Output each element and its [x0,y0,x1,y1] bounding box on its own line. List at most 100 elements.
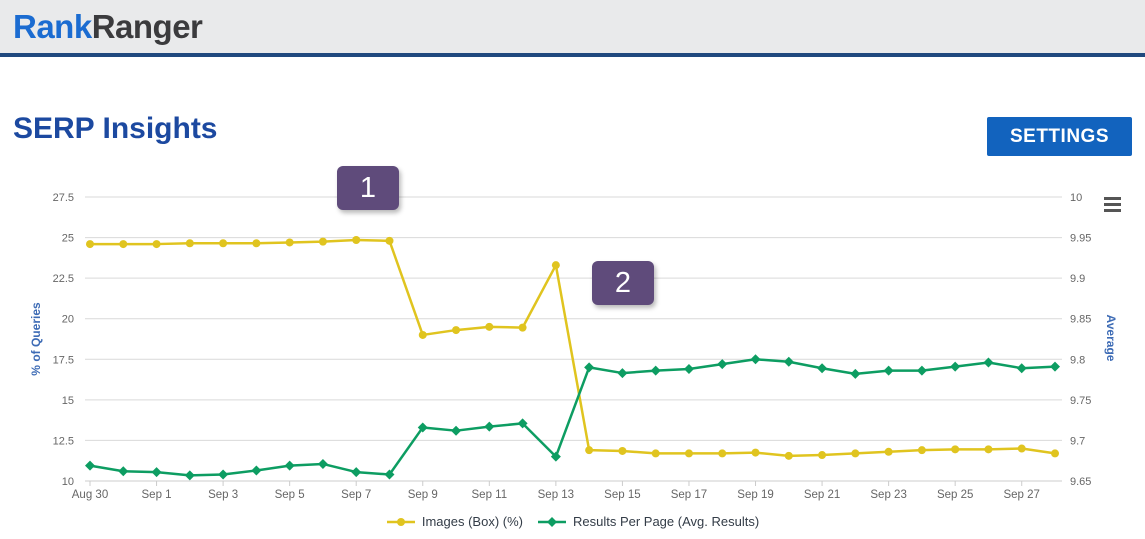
data-point-circle [252,239,261,248]
data-point-diamond [184,470,195,481]
data-point-circle [518,323,527,332]
left-axis-tick-label: 25 [62,233,74,245]
data-point-circle [352,236,361,245]
data-point-circle [984,445,993,454]
data-point-circle [684,449,693,458]
chart-legend: Images (Box) (%) Results Per Page (Avg. … [0,514,1145,529]
right-axis-title: Average [1104,315,1118,362]
data-point-circle [618,446,627,455]
x-axis-tick-label: Sep 1 [142,489,172,501]
data-point-circle [219,239,228,248]
data-point-diamond [850,368,861,379]
series-line-1 [88,358,1057,477]
data-point-circle [784,451,793,460]
data-point-diamond [1016,363,1027,374]
data-point-diamond [717,359,728,370]
right-axis-tick-label: 9.8 [1070,354,1085,366]
left-axis-tick-label: 12.5 [53,435,74,447]
data-point-circle [318,237,327,246]
data-point-circle [585,446,594,455]
x-axis-tick-label: Sep 9 [408,489,438,501]
chart-canvas: 27.5 10 25 9.95 22.5 9.9 20 9.85 17.5 9.8 15 9.75 12… [29,192,1118,501]
data-point-diamond [883,365,894,376]
data-point-diamond [351,467,362,478]
right-axis-tick-label: 9.95 [1070,233,1091,245]
page-title: SERP Insights [13,112,218,145]
data-point-circle [751,448,760,457]
data-point-diamond [950,361,961,372]
x-axis-tick-label: Sep 21 [804,489,840,501]
right-axis-tick-label: 9.9 [1070,273,1085,285]
data-point-diamond [85,460,95,471]
data-point-diamond [484,421,495,432]
data-point-diamond [284,460,295,471]
data-point-diamond [817,363,828,374]
annotation-2-label: 2 [614,266,632,299]
data-point-diamond [251,465,262,476]
data-point-diamond [451,425,462,436]
data-point-circle [951,445,960,454]
data-point-diamond [550,451,561,462]
data-point-circle [385,236,394,245]
x-axis-tick-label: Sep 19 [737,489,773,501]
left-axis-tick-label: 22.5 [53,273,74,285]
data-point-circle [884,447,893,456]
data-point-circle [152,240,161,249]
data-point-diamond [1050,361,1060,372]
data-point-diamond [151,467,162,478]
data-point-diamond [317,458,328,469]
data-point-diamond [617,368,628,379]
annotation-marker-1: 1 [337,166,399,210]
data-point-diamond [783,356,794,367]
data-point-diamond [517,418,528,429]
serp-insights-chart: 27.5 10 25 9.95 22.5 9.9 20 9.85 17.5 9.8 15 9.75 12… [0,160,1145,539]
legend-item-images-box[interactable]: Images (Box) (%) [386,514,523,529]
data-point-diamond [916,365,927,376]
series-line-0 [88,238,1057,458]
left-axis-title: % of Queries [29,302,43,376]
x-axis-tick-label: Sep 3 [208,489,238,501]
data-point-diamond [384,469,395,480]
data-point-circle [818,451,827,460]
x-axis-tick-label: Aug 30 [72,489,108,501]
right-axis-tick-label: 9.85 [1070,314,1091,326]
left-axis-tick-label: 15 [62,395,74,407]
logo-text-ranger: Ranger [91,8,203,45]
hamburger-menu-icon[interactable] [1104,197,1121,212]
legend-label-images-box: Images (Box) (%) [421,514,523,529]
data-point-circle [452,326,461,335]
data-point-diamond [417,422,428,433]
x-axis-tick-label: Sep 7 [341,489,371,501]
rankranger-logo[interactable]: RankRanger [13,8,203,46]
x-axis-tick-label: Sep 5 [275,489,305,501]
settings-button[interactable]: SETTINGS [987,117,1132,156]
data-point-diamond [683,364,694,375]
legend-item-results-per-page[interactable]: Results Per Page (Avg. Results) [537,514,759,529]
annotation-marker-2: 2 [592,261,654,305]
data-point-diamond [118,466,129,477]
data-point-circle [1051,449,1059,458]
x-axis-tick-label: Sep 11 [472,489,508,501]
data-point-circle [86,240,94,249]
data-point-circle [119,240,128,249]
x-axis-tick-label: Sep 15 [604,489,640,501]
legend-marker-yellow-line-icon [386,517,415,526]
x-axis-tick-label: Sep 25 [937,489,973,501]
data-point-circle [485,322,494,331]
x-axis-tick-label: Sep 23 [870,489,906,501]
data-point-circle [1017,444,1026,453]
data-point-diamond [983,357,994,368]
annotation-1-label: 1 [359,171,377,204]
left-axis-tick-label: 20 [62,314,74,326]
data-point-circle [285,238,294,247]
left-axis-tick-label: 17.5 [53,354,74,366]
data-point-circle [718,449,727,458]
data-point-circle [551,261,560,270]
legend-label-results-per-page: Results Per Page (Avg. Results) [572,514,760,529]
right-axis-tick-label: 9.7 [1070,435,1085,447]
right-axis-tick-label: 10 [1070,192,1082,204]
data-point-diamond [218,469,229,480]
logo-text-rank: Rank [13,8,92,45]
data-point-circle [851,449,860,458]
